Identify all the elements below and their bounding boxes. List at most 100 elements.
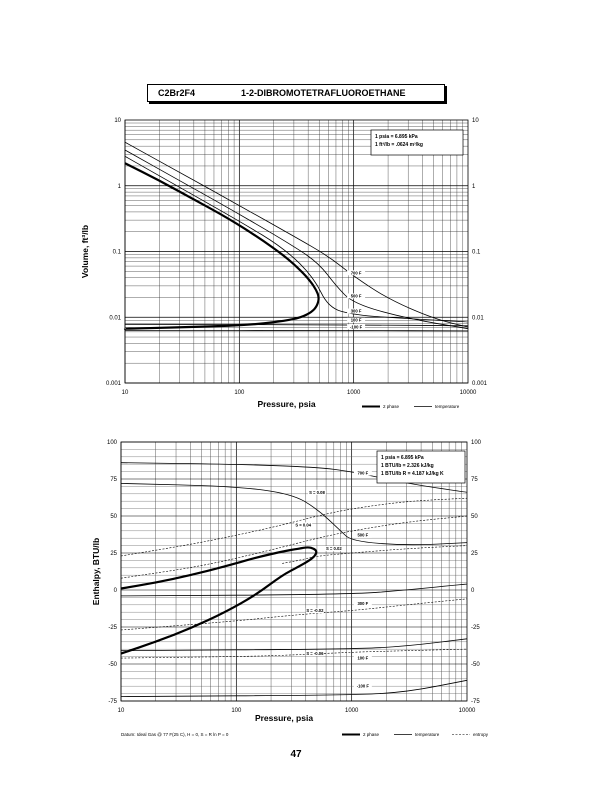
y-tick-label-right: -50 [471,662,480,668]
curve-label: S = 0.04 [295,522,311,527]
enthalpy-chart-ticks: 10 100 1000 10000 -75 -50 -25 0 25 50 75 100 -75 -50 -… [107,440,482,714]
volume-chart-frame [124,119,469,384]
enthalpy-chart-conversion-box: 1 psia = 6.895 kPa 1 BTU/lb = 2.326 kJ/kg… [376,450,466,484]
y-tick-label-left: -50 [108,662,117,668]
conversion-box-frame [376,450,466,484]
x-tick-label: 10000 [460,390,477,396]
enthalpy-chart-series [120,462,468,697]
y-tick-label-left: 50 [110,514,117,520]
curve-label: 500 F [351,293,362,298]
conversion-box-line: 1 psia = 6.895 kPa [381,455,424,461]
conversion-box-frame [370,129,464,156]
curve-label-bg [347,270,366,276]
x-tick-label: 10000 [459,708,476,714]
compound-code: C2Br2F4 [158,88,196,98]
temperature-line-5 [120,679,468,697]
temperature-line-4 [120,638,468,652]
curve-label: 300 F [351,309,362,314]
y-tick-label-left: 0.1 [113,250,122,256]
temperature-line-2 [120,483,468,546]
curve-label-bg [353,470,372,476]
curve-label: 100 F [357,656,368,661]
curve-label-bg [353,532,372,538]
volume-chart-conversion-box: 1 psia = 6.895 kPa 1 ft³/lb = .0624 m³/kg [370,129,464,156]
conversion-box-line: 1 BTU/lb = 2.326 kJ/kg [381,463,434,469]
conversion-box-line: 1 BTU/lb R = 4.187 kJ/kg K [381,471,444,477]
legend-label: 2 phase [363,732,380,737]
curve-label: 700 F [351,270,362,275]
x-tick-label: 1000 [345,708,359,714]
volume-chart-grid [124,120,468,384]
entropy-line-9 [120,598,468,631]
y-tick-label-right: 0.001 [472,381,488,387]
enthalpy-chart: 700 F 500 F 300 F 100 F -100 F S = 0.08 S = 0.… [91,440,489,737]
curve-label: -100 F [357,684,370,689]
entropy-line-8 [282,545,468,564]
temperature-line-1 [120,462,468,493]
volume-chart-ticks: 10 100 1000 100000.0010.010.11100.0010.010.… [106,118,488,396]
enthalpy-chart-legend: 2 phase temperature entropy [342,732,489,737]
curve-label-bg [347,293,366,299]
y-tick-label-right: 75 [471,477,478,483]
y-tick-label-left: 0.001 [106,381,122,387]
x-tick-label: 100 [231,708,242,714]
volume-chart-legend: 2 phase temperature [362,404,460,409]
enthalpy-chart-x-axis-label: Pressure, psia [255,713,313,723]
curve-label: 300 F [357,601,368,606]
curve-label: S = -0.02 [306,608,324,613]
x-tick-label: 10 [118,708,125,714]
y-tick-label-left: 0.01 [109,315,121,321]
y-tick-label-left: 10 [114,118,121,124]
curve-label-bg [353,655,372,661]
legend-label: entropy [473,732,489,737]
enthalpy-chart-frame [120,441,468,702]
compound-name: 1-2-DIBROMOTETRAFLUOROETHANE [241,88,406,98]
y-tick-label-right: 0 [471,588,475,594]
temperature-line-4 [124,323,469,327]
volume-chart-curve-labels: 700 F 500 F 300 F 100 F-100 F [347,270,366,330]
y-tick-label-right: -75 [471,699,480,705]
x-tick-label: 10 [122,390,129,396]
curve-label-bg [324,546,343,552]
y-tick-label-right: 100 [471,440,482,446]
y-tick-label-right: 1 [472,184,476,190]
legend-label: 2 phase [383,404,400,409]
two-phase-dome-line [123,162,320,330]
y-tick-label-right: 50 [471,514,478,520]
two-phase-dome-line [120,546,318,655]
curve-label: -100 F [350,324,363,329]
entropy-line-6 [120,497,468,557]
legend-label: temperature [415,732,440,737]
conversion-box-line: 1 ft³/lb = .0624 m³/kg [375,142,423,148]
curve-label-bg [294,522,313,528]
curve-label: 500 F [357,533,368,538]
curve-label: S = -0.06 [306,651,324,656]
curve-label-bg [347,317,366,323]
y-tick-label-left: -75 [108,699,117,705]
y-tick-label-left: 75 [110,477,117,483]
curve-label: 700 F [357,471,368,476]
temperature-line-5 [124,329,469,332]
volume-chart-series [123,141,469,332]
page-number: 47 [290,749,302,760]
curve-label: S = 0.08 [309,490,325,495]
enthalpy-chart-y-axis-label: Enthalpy, BTU/lb [91,538,101,605]
enthalpy-chart-curve-labels: 700 F 500 F 300 F 100 F -100 F S = 0.08 S = 0.… [294,470,372,689]
curve-label-bg [353,600,372,606]
curve-label-bg [305,651,324,657]
y-tick-label-right: 0.01 [472,315,484,321]
y-tick-label-left: 25 [110,551,117,557]
volume-chart-y-axis-label: Volume, ft³/lb [80,225,90,278]
y-tick-label-left: 1 [118,184,122,190]
y-tick-label-right: 25 [471,551,478,557]
entropy-line-7 [120,515,468,579]
volume-chart-x-axis-label: Pressure, psia [257,399,315,409]
y-tick-label-left: -25 [108,625,117,631]
temperature-line-1 [124,141,469,328]
curve-label-bg [347,324,366,330]
y-tick-label-right: 10 [472,118,479,124]
x-tick-label: 1000 [347,390,361,396]
curve-label: 100 F [351,318,362,323]
curve-label-bg [305,608,324,614]
